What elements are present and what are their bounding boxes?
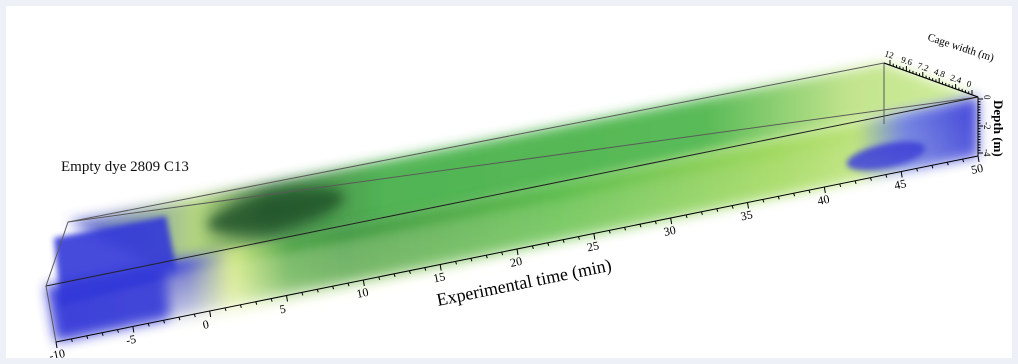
x-tick [424,267,427,271]
x-tick [101,332,104,336]
x-tick [916,168,919,172]
x-tick [178,317,181,321]
x-tick-label: 25 [586,238,601,254]
x-tick [70,338,73,343]
z-axis-ticks [978,98,983,154]
x-tick [962,158,965,163]
x-tick [608,230,611,234]
x-tick-label: 50 [970,161,985,177]
x-tick [854,180,857,184]
x-tick [301,292,304,296]
x-tick [977,155,980,163]
x-tick [147,323,150,327]
x-tick-label: 45 [893,176,908,192]
x-tick [516,248,519,256]
x-tick [408,270,411,274]
x-tick [132,326,135,333]
x-tick [332,286,335,290]
x-tick [239,304,242,308]
x-tick [731,205,734,209]
x-tick-label: 30 [662,223,677,239]
x-tick [501,251,504,256]
y-tick-label: 12 [883,48,895,60]
x-tick [685,214,688,219]
y-tick-label: 7.2 [916,60,930,73]
x-tick-label: 35 [739,207,754,223]
x-tick [593,233,596,240]
run-label: Empty dye 2809 C13 [61,159,189,175]
x-tick [55,341,58,349]
y-tick-label: 9.6 [900,54,914,67]
x-tick [455,261,458,265]
x-tick [946,162,949,166]
x-tick [255,301,258,305]
x-tick [316,289,319,293]
x-tick [270,298,273,302]
x-tick [362,279,365,287]
x-tick [224,307,227,312]
z-axis-tick-labels: 0 -2 -4 [982,95,992,157]
x-tick [700,211,703,215]
dark-dye-patch [207,188,345,234]
x-tick [777,196,780,200]
x-tick [839,183,842,188]
y-axis-title: Cage width (m) [926,31,996,64]
x-tick [808,189,811,194]
x-tick [762,199,765,203]
y-tick-label: 2.4 [949,72,963,85]
x-tick [347,282,350,287]
z-axis-title: Depth (m) [991,100,1006,157]
x-tick [900,171,903,178]
x-tick [931,165,934,169]
x-tick [193,313,196,318]
x-tick [378,276,381,281]
x-tick [747,202,749,209]
z-tick-label: -2 [982,122,992,130]
x-tick [624,227,627,231]
x-tick-label: 15 [432,269,447,285]
x-tick [670,217,673,225]
x-tick [654,220,657,225]
left-blue-block [54,216,178,306]
x-tick [793,193,796,197]
lower-sheen [166,116,978,331]
x-tick [163,320,166,324]
x-tick [286,295,288,302]
x-tick [823,186,826,194]
x-tick [209,310,212,318]
x-axis-tick-labels: -10 -5 0 5 10 15 20 25 30 35 40 45 50 [48,161,985,358]
x-tick [116,329,119,333]
x-tick [577,236,580,240]
x-tick-label: 0 [201,317,210,332]
y-axis-ticks [889,60,973,95]
x-tick [639,224,642,228]
x-tick-label: 40 [816,192,831,208]
x-tick-label: -5 [125,332,138,348]
x-tick [885,174,888,178]
x-tick [439,264,442,271]
y-tick-label: 4.8 [933,66,947,79]
x-tick [485,255,488,259]
x-tick [562,239,565,243]
z-tick-label: -4 [982,149,992,157]
y-tick-label: 0 [965,78,973,89]
plot-frame: Empty dye 2809 C13 [6,6,1012,358]
z-tick-label: 0 [982,95,992,100]
x-tick-label: 10 [355,285,370,301]
x-tick [393,273,396,277]
x-tick-label: -10 [48,346,66,358]
x-tick [716,208,719,212]
y-axis-tick-labels: 12 9.6 7.2 4.8 2.4 0 [883,48,973,89]
x-tick [869,177,872,181]
x-tick [86,335,89,339]
x-tick [531,245,534,250]
x-axis-ticks [55,155,980,349]
x-tick-label: 5 [278,302,287,317]
x-tick-label: 20 [509,254,524,270]
x-tick [470,258,473,262]
x-tick [547,242,550,246]
